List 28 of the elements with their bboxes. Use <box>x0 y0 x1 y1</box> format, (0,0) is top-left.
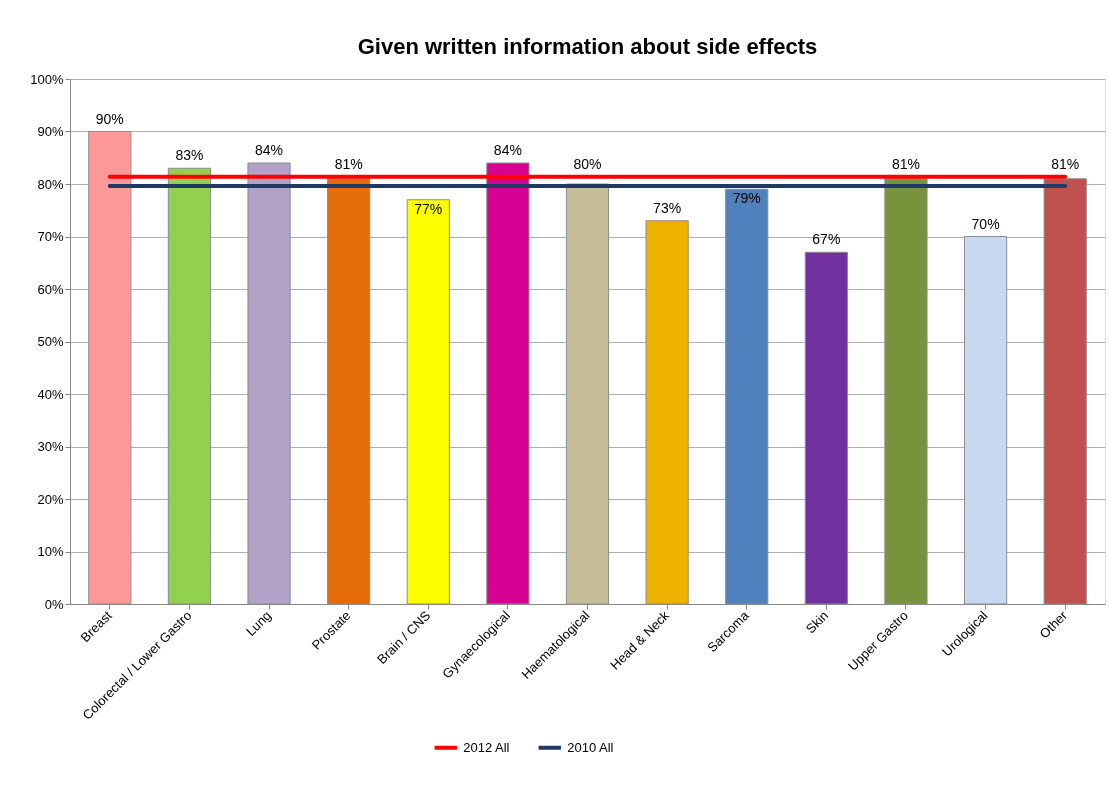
data-label: 83% <box>175 147 204 164</box>
data-label: 79% <box>732 190 761 207</box>
data-label: 67% <box>812 231 841 248</box>
y-tick-label: 50% <box>37 334 64 349</box>
data-label: 73% <box>653 199 682 216</box>
data-label: 90% <box>95 110 124 127</box>
chart-title: Given written information about side effects <box>357 34 818 59</box>
legend-label: 2010 All <box>567 739 614 755</box>
legend-label: 2012 All <box>463 739 510 755</box>
data-label: 70% <box>971 215 1000 232</box>
data-label: 81% <box>891 155 920 172</box>
y-tick-label: 70% <box>37 229 64 244</box>
data-label: 81% <box>334 155 363 172</box>
data-label: 84% <box>493 142 522 158</box>
data-label: 84% <box>255 142 284 158</box>
y-tick-label: 20% <box>37 491 64 507</box>
y-tick-label: 30% <box>37 439 64 454</box>
y-tick-label: 40% <box>37 386 64 402</box>
data-label: 81% <box>1051 155 1080 172</box>
data-label: 80% <box>573 155 602 172</box>
y-tick-label: 60% <box>37 281 64 297</box>
data-label: 77% <box>414 200 443 217</box>
y-tick-label: 90% <box>37 124 64 139</box>
y-tick-label: 10% <box>37 544 64 559</box>
y-tick-label: 0% <box>44 596 64 612</box>
y-tick-label: 80% <box>37 176 64 192</box>
y-tick-label: 100% <box>30 71 64 87</box>
x-tick-label: Skin <box>802 607 832 637</box>
